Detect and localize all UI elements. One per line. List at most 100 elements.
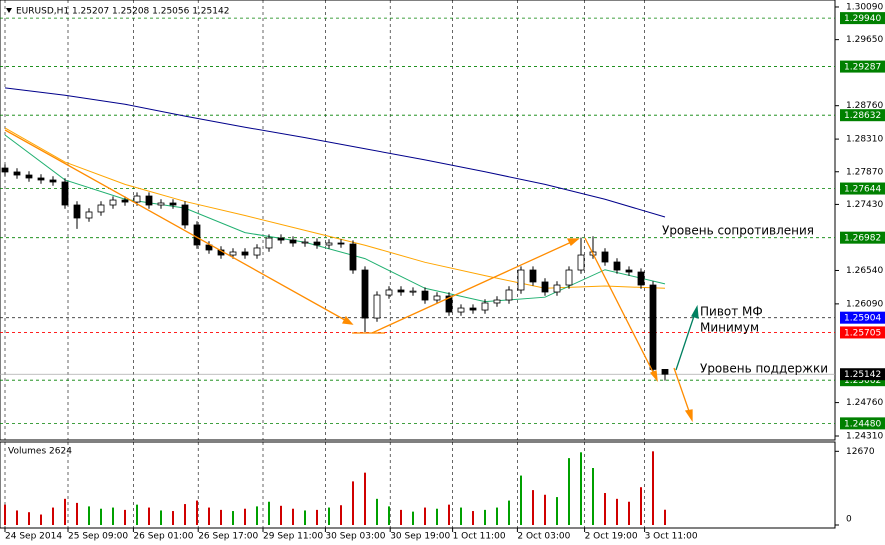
x-tick-label: 29 Sep 11:00 xyxy=(263,532,323,542)
main-panel xyxy=(0,0,836,441)
level-label: 1.24480 xyxy=(844,419,881,429)
level-box xyxy=(840,326,885,339)
candle-body xyxy=(601,251,609,263)
y-tick-label: 1.30090 xyxy=(846,2,883,12)
annotation: Минимум xyxy=(700,321,759,335)
y-tick-label: 1.24310 xyxy=(846,431,883,441)
candle-body xyxy=(517,269,525,291)
y-tick-label: 1.29650 xyxy=(846,35,883,45)
y-tick-label: 1.24760 xyxy=(846,398,883,408)
level-label: 1.27644 xyxy=(844,185,881,195)
y-tick-label: 1.27870 xyxy=(846,167,883,177)
x-tick-label: 1 Oct 11:00 xyxy=(453,532,506,542)
candle-body xyxy=(169,202,177,206)
y-tick-label: 1.27430 xyxy=(846,200,883,210)
candle-body xyxy=(577,254,585,271)
candle-body xyxy=(625,269,633,273)
level-box xyxy=(840,231,885,244)
candle-body xyxy=(565,269,573,286)
candle-body xyxy=(193,224,201,246)
candle-body xyxy=(313,241,321,246)
volume-title: Volumes 2624 xyxy=(8,447,72,457)
volume-tick-label: 0 xyxy=(846,515,852,525)
y-tick-label: 1.26540 xyxy=(846,266,883,276)
candle-body xyxy=(649,284,657,370)
candle-body xyxy=(385,289,393,296)
y-tick-label: 1.26090 xyxy=(846,299,883,309)
candle-body xyxy=(349,243,357,271)
candle-body xyxy=(181,204,189,226)
current-box xyxy=(840,368,885,381)
candle-body xyxy=(481,302,489,311)
candle-body xyxy=(301,241,309,244)
volume-panel xyxy=(0,441,836,529)
candle-body xyxy=(253,247,261,256)
y-tick-label: 1.28310 xyxy=(846,135,883,145)
x-tick-label: 30 Sep 19:00 xyxy=(390,532,450,542)
y-tick-label: 1.28760 xyxy=(846,101,883,111)
level-label: 1.25705 xyxy=(844,328,881,338)
pivot-arrow xyxy=(675,304,699,371)
candle-body xyxy=(205,244,213,251)
candle-body xyxy=(121,199,129,203)
candle-body xyxy=(553,284,561,293)
candle-body xyxy=(505,289,513,301)
level-label: 1.25062 xyxy=(844,376,881,386)
candle-body xyxy=(445,295,453,313)
candle-body xyxy=(133,195,141,203)
candle-body xyxy=(265,237,273,249)
x-tick-label: 2 Oct 19:00 xyxy=(585,532,638,542)
level-box xyxy=(840,60,885,73)
candle-body xyxy=(97,204,105,213)
trend-drawings xyxy=(4,129,693,423)
candle-body xyxy=(25,174,33,179)
candle-body xyxy=(361,269,369,319)
candle-body xyxy=(421,290,429,301)
x-tick-label: 2 Oct 03:00 xyxy=(517,532,570,542)
candle-body xyxy=(325,242,333,246)
candle-body xyxy=(373,294,381,319)
level-label: 1.26982 xyxy=(844,234,881,244)
candle-body xyxy=(37,177,45,181)
candle-body xyxy=(289,239,297,244)
annotation: Уровень поддержки xyxy=(700,362,828,376)
candle-body xyxy=(85,211,93,219)
candle-body xyxy=(661,369,669,375)
candle-body xyxy=(637,271,645,286)
candle-body xyxy=(49,179,57,183)
x-tick-label: 25 Sep 09:00 xyxy=(68,532,128,542)
candle-body xyxy=(145,195,153,206)
menu-arrow xyxy=(6,8,12,13)
candle-body xyxy=(457,307,465,313)
current-label: 1.25142 xyxy=(844,370,881,380)
level-box xyxy=(840,311,885,324)
candle-body xyxy=(337,242,345,245)
candle-body xyxy=(1,167,9,173)
level-label: 1.25904 xyxy=(844,314,881,324)
candle-body xyxy=(241,251,249,256)
level-box xyxy=(840,182,885,195)
x-tick-label: 30 Sep 03:00 xyxy=(325,532,385,542)
level-label: 1.29287 xyxy=(844,63,881,73)
x-tick-label: 3 Oct 11:00 xyxy=(645,532,698,542)
annotation: Пивот МФ xyxy=(700,305,763,319)
candle-body xyxy=(229,251,237,256)
candle-body xyxy=(397,289,405,293)
candle-body xyxy=(613,261,621,271)
candle-body xyxy=(109,199,117,206)
candle-body xyxy=(469,307,477,311)
moving-average xyxy=(4,134,666,303)
candle-body xyxy=(157,202,165,206)
candle-body xyxy=(529,269,537,283)
candle-body xyxy=(277,237,285,241)
level-label: 1.29940 xyxy=(844,14,881,24)
candle-body xyxy=(541,281,549,293)
chart-header: EURUSD,H1 1.25207 1.25208 1.25056 1.2514… xyxy=(16,7,229,17)
level-box xyxy=(840,12,885,25)
candle-body xyxy=(61,181,69,206)
volume-tick-label: 12670 xyxy=(846,447,875,457)
annotation: Уровень сопротивления xyxy=(662,224,814,238)
x-tick-label: 24 Sep 2014 xyxy=(5,532,62,542)
candle-body xyxy=(433,295,441,301)
